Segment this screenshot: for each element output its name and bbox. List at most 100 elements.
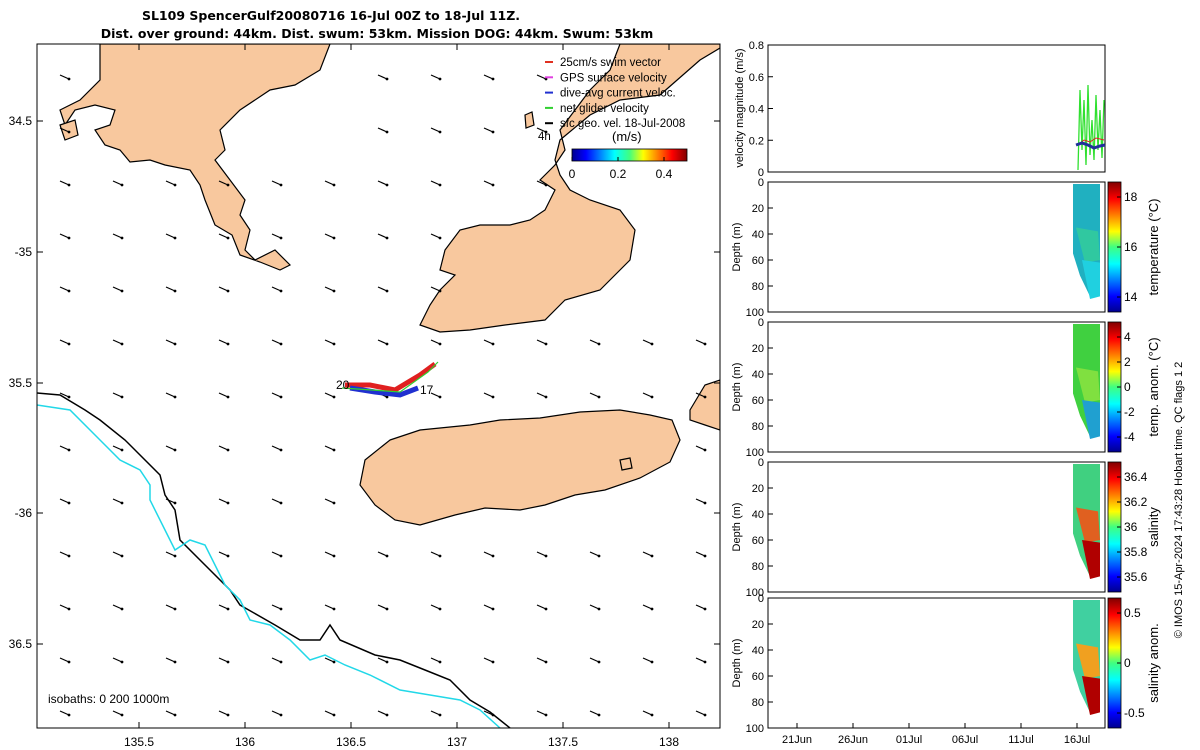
profile-fill — [1076, 507, 1100, 543]
surface-vector-head — [120, 554, 124, 558]
surface-vector — [695, 551, 706, 557]
colorbar-tick-label: -2 — [1124, 405, 1135, 419]
surface-vector-head — [597, 342, 601, 346]
surface-vector — [218, 180, 229, 186]
surface-vector-head — [491, 342, 495, 346]
surface-vector — [112, 445, 123, 451]
surface-vector-head — [120, 607, 124, 611]
surface-vector — [271, 498, 282, 504]
surface-vector-head — [67, 77, 71, 81]
surface-vector-head — [120, 660, 124, 664]
surface-vector-head — [703, 607, 707, 611]
surface-vector — [271, 657, 282, 663]
map-x-tick-label: 135.5 — [124, 735, 154, 749]
surface-vector — [324, 233, 335, 239]
surface-vector — [324, 286, 335, 292]
profile-fill — [1076, 643, 1100, 679]
legend-item-label: dive-avg current veloc. — [560, 88, 676, 100]
surface-vector — [483, 710, 494, 716]
surface-vector-head — [226, 501, 230, 505]
figure-title-line1: SL109 SpencerGulf20080716 16-Jul 00Z to … — [142, 8, 520, 23]
surface-vector-head — [332, 554, 336, 558]
surface-vector-head — [597, 607, 601, 611]
surface-vector-head — [438, 236, 442, 240]
surface-vector-head — [226, 607, 230, 611]
surface-vector-head — [385, 236, 389, 240]
surface-vector-head — [120, 183, 124, 187]
surface-vector-head — [332, 607, 336, 611]
surface-vector — [165, 392, 176, 398]
surface-vector — [483, 74, 494, 80]
surface-vector-head — [279, 342, 283, 346]
isobath-legend: isobaths: 0 200 1000m — [48, 692, 169, 706]
surface-vector-head — [67, 342, 71, 346]
depth-tick-label: 40 — [752, 229, 764, 241]
surface-vector — [430, 657, 441, 663]
surface-vector-head — [438, 342, 442, 346]
isobath-1000m — [37, 404, 501, 728]
surface-vector — [271, 710, 282, 716]
land-eyre-peninsula — [59, 44, 331, 271]
surface-vector — [324, 339, 335, 345]
surface-vector-head — [67, 395, 71, 399]
surface-vector — [642, 392, 653, 398]
colorbar-tick-label: 36 — [1124, 520, 1138, 534]
depth-tick-label: 100 — [746, 447, 764, 459]
surface-vector-head — [438, 395, 442, 399]
surface-vector-head — [491, 660, 495, 664]
surface-vector-head — [385, 342, 389, 346]
surface-vector-head — [67, 713, 71, 717]
surface-vector — [377, 339, 388, 345]
surface-vector — [483, 657, 494, 663]
surface-vector — [271, 392, 282, 398]
depth-tick-label: 20 — [752, 483, 764, 495]
footer-copyright: © IMOS 15-Apr-2024 17:43:28 Hobart time.… — [1173, 362, 1185, 639]
surface-vector — [536, 657, 547, 663]
surface-vector — [536, 127, 547, 133]
surface-vector — [112, 604, 123, 610]
surface-vector-head — [385, 289, 389, 293]
surface-vector — [377, 710, 388, 716]
map-y-tick-label: -35 — [15, 245, 33, 259]
surface-vector-head — [385, 183, 389, 187]
surface-vector — [112, 392, 123, 398]
surface-vector — [430, 74, 441, 80]
surface-vector — [642, 710, 653, 716]
surface-vector — [430, 710, 441, 716]
colorbar-tick-label: 35.6 — [1124, 570, 1148, 584]
surface-vector — [483, 551, 494, 557]
depth-tick-label: 40 — [752, 645, 764, 657]
surface-vector-head — [438, 713, 442, 717]
surface-vector — [324, 445, 335, 451]
colorbar-tick-label: 14 — [1124, 290, 1138, 304]
surface-vector — [112, 233, 123, 239]
surface-vector — [112, 339, 123, 345]
surface-velocity-vectors — [59, 74, 707, 717]
velocity-traces — [1075, 84, 1106, 171]
colorbar-label: salinity — [1146, 507, 1161, 547]
surface-vector — [59, 233, 70, 239]
surface-vector-head — [332, 448, 336, 452]
surface-vector — [695, 498, 706, 504]
surface-vector-head — [703, 448, 707, 452]
depth-tick-label: 20 — [752, 203, 764, 215]
surface-vector — [165, 233, 176, 239]
depth-ylabel: Depth (m) — [731, 639, 743, 688]
surface-vector-head — [491, 130, 495, 134]
colorbar-tick-label: 18 — [1124, 190, 1138, 204]
depth-ylabel: Depth (m) — [731, 363, 743, 412]
surface-vector-head — [67, 130, 71, 134]
depth-ylabel: Depth (m) — [731, 503, 743, 552]
surface-vector-head — [279, 289, 283, 293]
surface-vector-head — [332, 395, 336, 399]
depth-tick-label: 100 — [746, 587, 764, 599]
surface-vector-head — [332, 660, 336, 664]
surface-vector-head — [279, 660, 283, 664]
surface-vector — [271, 339, 282, 345]
surface-vector — [377, 74, 388, 80]
map-legend: 25cm/s swim vector GPS surface velocity di… — [538, 57, 688, 181]
surface-vector-head — [279, 501, 283, 505]
surface-vector-head — [544, 342, 548, 346]
